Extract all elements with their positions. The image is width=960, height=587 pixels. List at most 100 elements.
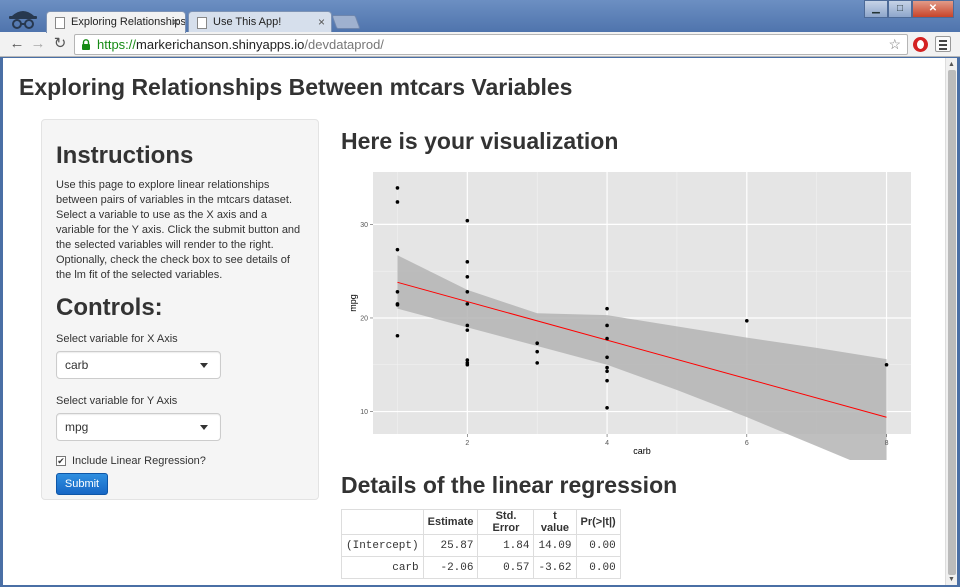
data-point (395, 333, 400, 338)
table-row: (Intercept) 25.87 1.84 14.09 0.00 (341, 534, 621, 557)
data-point (465, 328, 470, 332)
y-axis-title: mpg (348, 294, 358, 312)
confidence-band (397, 255, 887, 460)
page-viewport: Exploring Relationships Between mtcars V… (3, 58, 945, 585)
browser-toolbar: ← → ↻ https://markerichanson.shinyapps.i… (0, 32, 960, 57)
tab-close-icon[interactable]: × (317, 15, 325, 29)
forward-arrow-icon[interactable]: → (30, 35, 46, 52)
incognito-icon (9, 11, 37, 29)
data-point (465, 362, 470, 367)
table-cell: 14.09 (533, 534, 577, 557)
scroll-up-icon[interactable]: ▲ (948, 61, 955, 68)
data-point (465, 358, 470, 362)
minimize-button[interactable]: ▁ (864, 0, 888, 18)
data-point (465, 260, 470, 264)
vertical-scrollbar[interactable]: ▲ ▼ (945, 58, 957, 585)
data-point (535, 349, 539, 354)
tab-exploring-relationships[interactable]: Exploring Relationships Be × (46, 11, 186, 33)
tab-label: Use This App! (213, 16, 282, 28)
sidebar-panel: Instructions Use this page to explore li… (41, 119, 319, 500)
data-point (395, 200, 400, 204)
data-point (884, 362, 889, 367)
lock-icon (82, 39, 90, 50)
scrollbar-thumb[interactable] (948, 70, 956, 575)
window-controls: ▁ □ ✕ (864, 0, 954, 18)
y-tick-label: 30 (360, 222, 368, 229)
y-tick-label: 20 (360, 315, 368, 322)
data-point (395, 247, 400, 252)
tab-close-icon[interactable]: × (171, 15, 179, 29)
tab-label: Exploring Relationships Be (71, 16, 186, 28)
menu-icon[interactable] (935, 36, 951, 52)
visualization-heading: Here is your visualization (341, 128, 619, 154)
data-point (605, 306, 609, 311)
data-point (395, 303, 400, 307)
plot-layers: 2 4 6 8 10 20 30 carb mpg (348, 172, 911, 460)
y-axis-selected-value: mpg (65, 420, 89, 434)
table-header (341, 509, 424, 535)
table-cell: 25.87 (422, 534, 479, 557)
url-host: markerichanson.shinyapps.io (136, 37, 305, 52)
scroll-down-icon[interactable]: ▼ (948, 576, 955, 583)
reload-icon[interactable]: ↻ (53, 35, 67, 52)
data-point (605, 406, 609, 410)
x-axis-select[interactable]: carb (56, 351, 221, 379)
y-axis-select[interactable]: mpg (56, 413, 221, 441)
data-point (465, 323, 470, 328)
table-cell: 0.00 (575, 534, 621, 557)
x-axis-title: carb (633, 446, 651, 456)
table-header: Estimate (422, 509, 479, 535)
coefficients-table: Estimate Std. Error t value Pr(>|t|) (In… (341, 509, 621, 579)
y-axis-label: Select variable for Y Axis (56, 395, 178, 407)
regression-line (397, 281, 887, 418)
new-tab-button[interactable] (331, 15, 361, 29)
y-tick-label: 10 (360, 409, 368, 416)
scatter-plot: 2 4 6 8 10 20 30 carb mpg (348, 172, 911, 460)
page-title: Exploring Relationships Between mtcars V… (19, 74, 573, 100)
table-header: t value (533, 509, 577, 535)
url-path: /devdataprod/ (304, 37, 384, 52)
table-cell: 0.57 (477, 556, 535, 579)
submit-button[interactable]: Submit (56, 473, 108, 495)
data-point (465, 218, 470, 223)
data-point (535, 361, 539, 365)
table-cell: 1.84 (477, 534, 535, 557)
data-point (465, 275, 470, 279)
x-tick-label: 2 (465, 440, 469, 447)
data-point (395, 186, 400, 190)
table-cell: -3.62 (533, 556, 577, 579)
regression-checkbox[interactable]: ✔ (56, 456, 66, 466)
data-point (605, 336, 609, 341)
caret-down-icon (200, 363, 208, 368)
regression-checkbox-label[interactable]: Include Linear Regression? (72, 455, 206, 467)
instructions-text: Use this page to explore linear relation… (56, 179, 301, 281)
back-arrow-icon[interactable]: ← (9, 35, 25, 52)
url-scheme: https:// (97, 37, 137, 52)
browser-titlebar: Exploring Relationships Be × Use This Ap… (0, 0, 960, 33)
regression-checkbox-row: ✔ Include Linear Regression? (56, 455, 304, 467)
x-tick-label: 8 (885, 440, 889, 447)
star-icon[interactable]: ☆ (888, 36, 901, 52)
data-point (605, 323, 609, 328)
data-point (605, 355, 609, 360)
data-point (535, 341, 539, 346)
close-window-button[interactable]: ✕ (912, 0, 954, 18)
table-header-row: Estimate Std. Error t value Pr(>|t|) (341, 509, 621, 535)
address-bar[interactable]: https://markerichanson.shinyapps.io/devd… (74, 34, 908, 55)
data-point (605, 369, 609, 374)
table-header: Std. Error (477, 509, 535, 535)
x-axis-label: Select variable for X Axis (56, 333, 178, 345)
data-point (465, 289, 470, 294)
table-header: Pr(>|t|) (575, 509, 621, 535)
table-cell: (Intercept) (341, 534, 424, 557)
page-icon (197, 17, 207, 29)
regression-details-heading: Details of the linear regression (341, 472, 678, 498)
page-icon (55, 17, 65, 29)
opera-icon[interactable] (913, 37, 928, 52)
tab-use-this-app[interactable]: Use This App! × (188, 11, 332, 33)
table-row: carb -2.06 0.57 -3.62 0.00 (341, 556, 621, 579)
caret-down-icon (200, 425, 208, 430)
data-point (745, 318, 749, 323)
maximize-button[interactable]: □ (888, 0, 912, 18)
table-cell: -2.06 (422, 556, 479, 579)
